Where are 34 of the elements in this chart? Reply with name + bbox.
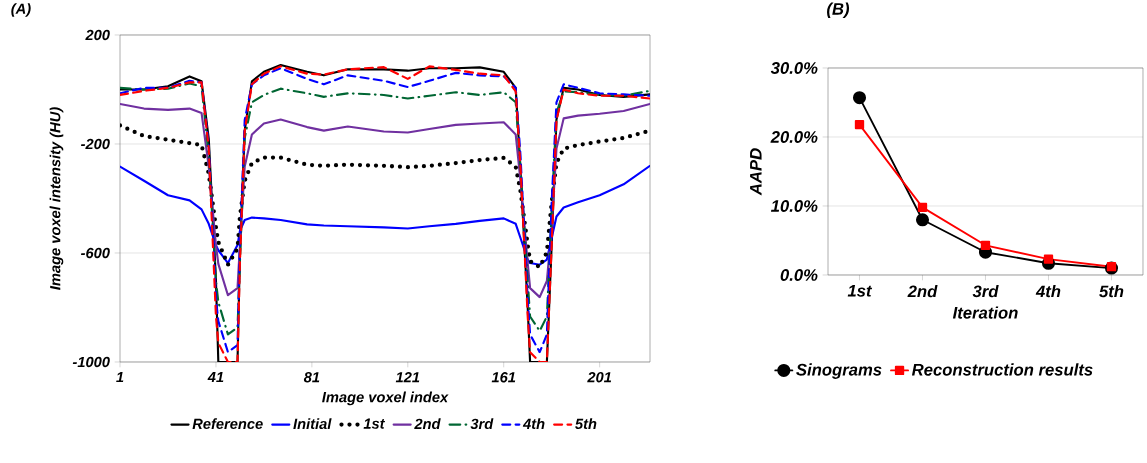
y-tick-label: 20.0% bbox=[770, 131, 818, 143]
legend-label: 1st bbox=[363, 418, 386, 429]
x-tick-label: 161 bbox=[491, 372, 516, 383]
legend-label: Reconstruction results bbox=[911, 363, 1093, 376]
legend-label: Sinograms bbox=[796, 363, 882, 379]
legend-label: 5th bbox=[575, 418, 597, 430]
x-tick-label: 121 bbox=[395, 372, 420, 383]
x-tick-label: 1 bbox=[116, 372, 124, 383]
x-tick-label: 5th bbox=[1099, 285, 1124, 298]
legend-label: Reference bbox=[192, 418, 263, 430]
x-tick-label: 3rd bbox=[972, 285, 999, 298]
y-tick-label: -600 bbox=[81, 247, 110, 259]
legend-label: Initial bbox=[293, 418, 332, 430]
chart-title: (A) bbox=[11, 3, 31, 17]
x-tick-label: 41 bbox=[207, 372, 224, 383]
x-axis-title: Image voxel index bbox=[322, 391, 449, 406]
x-tick-label: 81 bbox=[303, 372, 320, 383]
legend-label: 4th bbox=[522, 418, 545, 429]
x-tick-label: 201 bbox=[587, 372, 612, 383]
legend-label: 3rd bbox=[470, 418, 494, 430]
x-tick-label: 4th bbox=[1035, 285, 1061, 298]
y-tick-label: 200 bbox=[85, 29, 110, 41]
y-axis-title: AAPD bbox=[750, 148, 762, 196]
x-axis-title: Iteration bbox=[952, 306, 1018, 319]
chart-title: (B) bbox=[827, 2, 850, 19]
y-tick-label: 0.0% bbox=[780, 269, 818, 281]
x-tick-label: 1st bbox=[847, 285, 873, 297]
x-tick-label: 2nd bbox=[907, 285, 938, 298]
legend-label: 2nd bbox=[414, 418, 441, 430]
y-tick-label: 10.0% bbox=[770, 200, 818, 212]
y-axis-title: Image voxel intensity (HU) bbox=[49, 107, 64, 290]
y-tick-label: -1000 bbox=[72, 356, 110, 368]
y-tick-label: 30.0% bbox=[770, 62, 818, 74]
y-tick-label: -200 bbox=[81, 138, 110, 150]
